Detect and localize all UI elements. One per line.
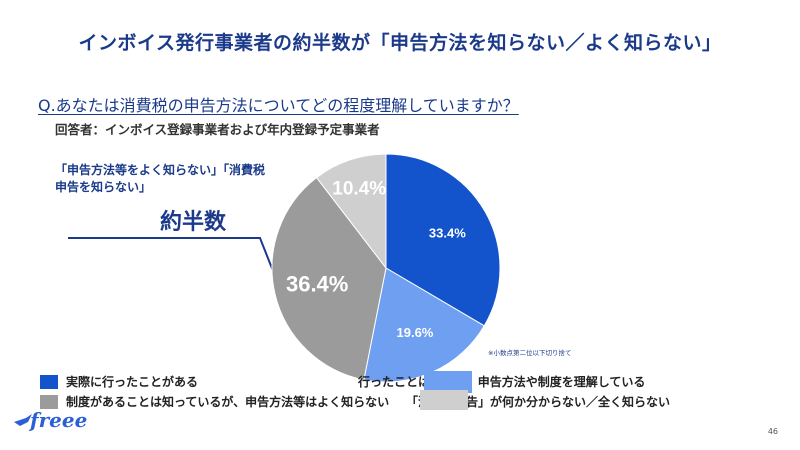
callout-text: 「申告方法等をよく知らない」「消費税申告を知らない」	[55, 163, 266, 195]
legend-item-understand-method: 行ったことはないが、申告方法や制度を理解している	[358, 373, 645, 390]
legend-label: 「消費税申告」が何か分からない／全く知らない	[406, 395, 671, 409]
pie-slice-label: 36.4%	[286, 272, 348, 297]
legend-item-actually-filed: 実際に行ったことがある	[40, 373, 198, 390]
legend-swatch-understand-method	[424, 371, 472, 393]
footnote: ※小数点第二位以下切り捨て	[488, 349, 572, 357]
pie-slice-label: 33.4%	[429, 225, 466, 240]
pie-slice	[315, 153, 387, 270]
legend-item-dont-know: 「消費税申告」が何か分からない／全く知らない	[406, 393, 670, 410]
legend-item-know-system-only: 制度があることは知っているが、申告方法等はよく知らない	[40, 393, 389, 410]
pie-slice	[385, 153, 501, 327]
page-number: 46	[767, 427, 778, 436]
respondent-description: 回答者：インボイス登録事業者および年内登録予定事業者	[55, 122, 380, 137]
page-title: インボイス発行事業者の約半数が「申告方法を知らない／よく知らない」	[78, 32, 722, 54]
legend-label: 実際に行ったことがある	[66, 375, 199, 389]
pie-slice	[271, 176, 387, 381]
freee-bird-icon	[14, 414, 32, 426]
freee-logo: freee	[30, 408, 88, 432]
majority-label: 約半数	[160, 210, 227, 235]
legend-label: 行ったことはないが、申告方法や制度を理解している	[358, 375, 646, 389]
pie-slice-label: 10.4%	[332, 179, 386, 200]
survey-question: Q.あなたは消費税の申告方法についてどの程度理解していますか？	[38, 96, 519, 115]
legend-label: 制度があることは知っているが、申告方法等はよく知らない	[66, 395, 390, 409]
legend-swatch	[40, 394, 58, 409]
legend-swatch	[40, 374, 58, 389]
legend-swatch-dont-know	[420, 390, 468, 410]
pie-slice-label: 19.6%	[397, 325, 434, 340]
